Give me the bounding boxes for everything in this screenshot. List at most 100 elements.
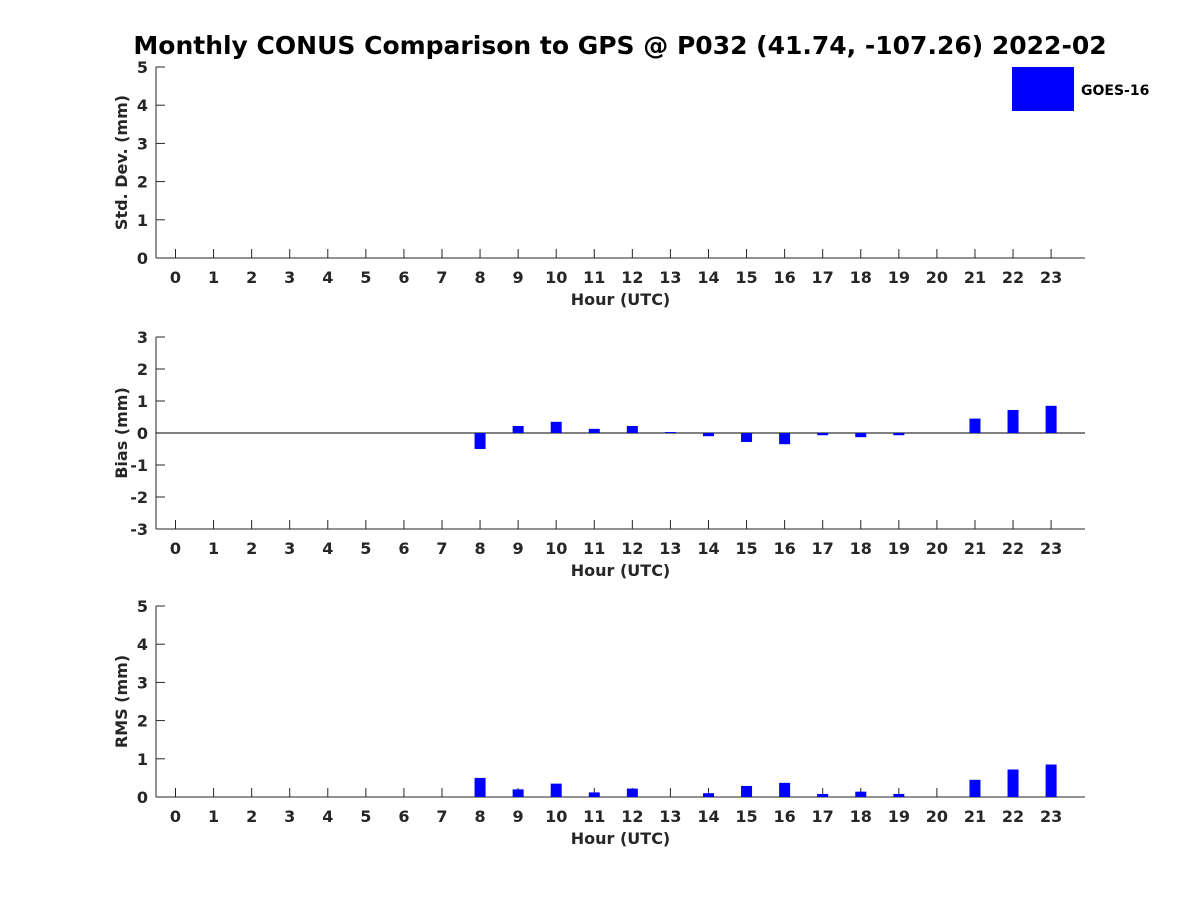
y-tick-label: 4 bbox=[137, 96, 148, 115]
y-tick-label: 0 bbox=[137, 249, 148, 268]
bar-hour-16 bbox=[779, 433, 791, 445]
x-tick-label: 8 bbox=[474, 268, 485, 287]
x-tick-label: 17 bbox=[812, 539, 834, 558]
bar-hour-23 bbox=[1045, 405, 1057, 433]
x-tick-label: 23 bbox=[1040, 807, 1062, 826]
bar-hour-18 bbox=[855, 433, 867, 438]
x-tick-label: 19 bbox=[888, 268, 910, 287]
x-tick-label: 7 bbox=[436, 539, 447, 558]
x-tick-label: 22 bbox=[1002, 539, 1024, 558]
bar-hour-9 bbox=[512, 789, 524, 797]
y-tick-label: 0 bbox=[137, 788, 148, 807]
bar-hour-12 bbox=[626, 425, 638, 433]
bar-hour-13 bbox=[664, 432, 676, 434]
x-tick-label: 11 bbox=[583, 268, 605, 287]
legend: GOES-16 bbox=[1012, 67, 1149, 111]
y-tick-label: 5 bbox=[137, 597, 148, 616]
x-tick-label: 21 bbox=[964, 807, 986, 826]
y-tick-label: 3 bbox=[137, 134, 148, 153]
bar-hour-21 bbox=[969, 418, 981, 433]
x-tick-label: 15 bbox=[735, 268, 757, 287]
bar-hour-17 bbox=[817, 433, 829, 436]
y-tick-label: 0 bbox=[137, 424, 148, 443]
y-axis-label-rms: RMS (mm) bbox=[112, 655, 131, 748]
x-tick-label: 15 bbox=[735, 807, 757, 826]
x-tick-label: 13 bbox=[659, 268, 681, 287]
bar-hour-15 bbox=[741, 433, 753, 442]
x-tick-label: 19 bbox=[888, 807, 910, 826]
x-tick-label: 3 bbox=[284, 807, 295, 826]
bar-hour-17 bbox=[817, 793, 829, 797]
x-tick-label: 11 bbox=[583, 539, 605, 558]
y-tick-label: 1 bbox=[137, 211, 148, 230]
x-tick-label: 5 bbox=[360, 539, 371, 558]
bar-hour-14 bbox=[702, 793, 714, 797]
x-tick-label: 10 bbox=[545, 539, 567, 558]
x-tick-label: 19 bbox=[888, 539, 910, 558]
x-tick-label: 12 bbox=[621, 539, 643, 558]
x-tick-label: 3 bbox=[284, 268, 295, 287]
x-tick-label: 13 bbox=[659, 539, 681, 558]
bar-hour-18 bbox=[855, 791, 867, 797]
x-tick-label: 5 bbox=[360, 268, 371, 287]
bar-hour-9 bbox=[512, 425, 524, 433]
x-tick-label: 9 bbox=[513, 807, 524, 826]
x-tick-label: 23 bbox=[1040, 268, 1062, 287]
y-tick-label: 1 bbox=[137, 392, 148, 411]
legend-label: GOES-16 bbox=[1081, 83, 1149, 99]
x-tick-label: 6 bbox=[398, 268, 409, 287]
x-tick-label: 4 bbox=[322, 807, 333, 826]
x-tick-label: 18 bbox=[850, 807, 872, 826]
x-tick-label: 10 bbox=[545, 807, 567, 826]
bar-hour-22 bbox=[1007, 409, 1019, 433]
x-tick-label: 15 bbox=[735, 539, 757, 558]
y-tick-label: 2 bbox=[137, 360, 148, 379]
x-axis-label: Hour (UTC) bbox=[571, 561, 671, 580]
bar-hour-11 bbox=[588, 792, 600, 797]
x-tick-label: 8 bbox=[474, 807, 485, 826]
bar-hour-22 bbox=[1007, 769, 1019, 797]
x-tick-label: 0 bbox=[170, 268, 181, 287]
x-tick-label: 0 bbox=[170, 539, 181, 558]
chart-title: Monthly CONUS Comparison to GPS @ P032 (… bbox=[133, 31, 1106, 60]
bar-hour-12 bbox=[626, 788, 638, 797]
x-tick-label: 9 bbox=[513, 539, 524, 558]
x-tick-label: 21 bbox=[964, 268, 986, 287]
x-tick-label: 20 bbox=[926, 807, 948, 826]
y-tick-label: 4 bbox=[137, 635, 148, 654]
x-tick-label: 2 bbox=[246, 539, 257, 558]
x-tick-label: 7 bbox=[436, 807, 447, 826]
y-tick-label: 3 bbox=[137, 673, 148, 692]
x-tick-label: 20 bbox=[926, 539, 948, 558]
x-tick-label: 0 bbox=[170, 807, 181, 826]
bar-hour-15 bbox=[741, 785, 753, 797]
x-tick-label: 6 bbox=[398, 807, 409, 826]
x-axis-label: Hour (UTC) bbox=[571, 829, 671, 848]
x-tick-label: 16 bbox=[773, 268, 795, 287]
bar-hour-8 bbox=[474, 433, 486, 449]
bar-hour-21 bbox=[969, 779, 981, 797]
x-tick-label: 2 bbox=[246, 807, 257, 826]
x-tick-label: 4 bbox=[322, 268, 333, 287]
legend-swatch bbox=[1012, 67, 1074, 111]
x-tick-label: 17 bbox=[812, 807, 834, 826]
x-tick-label: 12 bbox=[621, 807, 643, 826]
x-tick-label: 21 bbox=[964, 539, 986, 558]
y-axis-label-std-dev: Std. Dev. (mm) bbox=[112, 95, 131, 230]
x-tick-label: 1 bbox=[208, 539, 219, 558]
x-tick-label: 13 bbox=[659, 807, 681, 826]
x-tick-label: 3 bbox=[284, 539, 295, 558]
bar-hour-8 bbox=[474, 777, 486, 797]
x-tick-label: 11 bbox=[583, 807, 605, 826]
bar-hour-19 bbox=[893, 433, 905, 436]
y-tick-label: 2 bbox=[137, 712, 148, 731]
x-tick-label: 14 bbox=[697, 268, 719, 287]
x-tick-label: 17 bbox=[812, 268, 834, 287]
bar-hour-10 bbox=[550, 421, 562, 433]
x-tick-label: 14 bbox=[697, 539, 719, 558]
